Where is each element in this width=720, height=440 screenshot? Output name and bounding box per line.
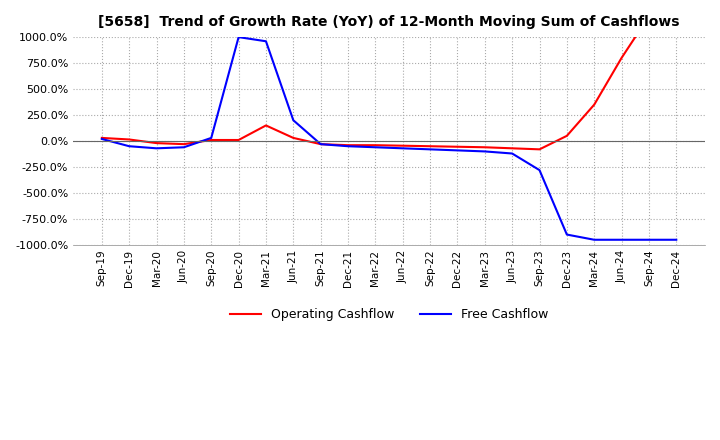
Operating Cashflow xyxy=(97,135,106,140)
Free Cashflow xyxy=(152,146,161,151)
Operating Cashflow xyxy=(644,14,653,19)
Operating Cashflow xyxy=(234,137,243,143)
Free Cashflow xyxy=(261,39,270,44)
Operating Cashflow xyxy=(562,133,571,139)
Operating Cashflow xyxy=(343,143,352,148)
Free Cashflow xyxy=(371,145,379,150)
Free Cashflow xyxy=(125,143,133,149)
Title: [5658]  Trend of Growth Rate (YoY) of 12-Month Moving Sum of Cashflows: [5658] Trend of Growth Rate (YoY) of 12-… xyxy=(99,15,680,29)
Line: Operating Cashflow: Operating Cashflow xyxy=(102,0,676,149)
Operating Cashflow xyxy=(590,102,598,107)
Free Cashflow xyxy=(289,117,297,123)
Legend: Operating Cashflow, Free Cashflow: Operating Cashflow, Free Cashflow xyxy=(225,303,553,326)
Free Cashflow xyxy=(343,143,352,149)
Operating Cashflow xyxy=(617,55,626,61)
Free Cashflow xyxy=(617,237,626,242)
Free Cashflow xyxy=(207,135,215,140)
Free Cashflow xyxy=(480,149,489,154)
Free Cashflow xyxy=(535,168,544,173)
Free Cashflow xyxy=(672,237,680,242)
Free Cashflow xyxy=(562,232,571,237)
Operating Cashflow xyxy=(289,135,297,140)
Operating Cashflow xyxy=(398,143,407,148)
Free Cashflow xyxy=(316,142,325,147)
Free Cashflow xyxy=(590,237,598,242)
Operating Cashflow xyxy=(453,144,462,150)
Operating Cashflow xyxy=(316,142,325,147)
Operating Cashflow xyxy=(125,137,133,142)
Operating Cashflow xyxy=(426,143,434,149)
Line: Free Cashflow: Free Cashflow xyxy=(102,37,676,240)
Free Cashflow xyxy=(426,147,434,152)
Operating Cashflow xyxy=(207,137,215,143)
Operating Cashflow xyxy=(152,140,161,146)
Operating Cashflow xyxy=(480,145,489,150)
Free Cashflow xyxy=(398,146,407,151)
Free Cashflow xyxy=(644,237,653,242)
Operating Cashflow xyxy=(508,146,516,151)
Free Cashflow xyxy=(97,136,106,142)
Free Cashflow xyxy=(234,34,243,40)
Free Cashflow xyxy=(179,145,188,150)
Operating Cashflow xyxy=(535,147,544,152)
Operating Cashflow xyxy=(261,123,270,128)
Operating Cashflow xyxy=(179,142,188,147)
Free Cashflow xyxy=(508,151,516,156)
Free Cashflow xyxy=(453,148,462,153)
Operating Cashflow xyxy=(371,143,379,148)
